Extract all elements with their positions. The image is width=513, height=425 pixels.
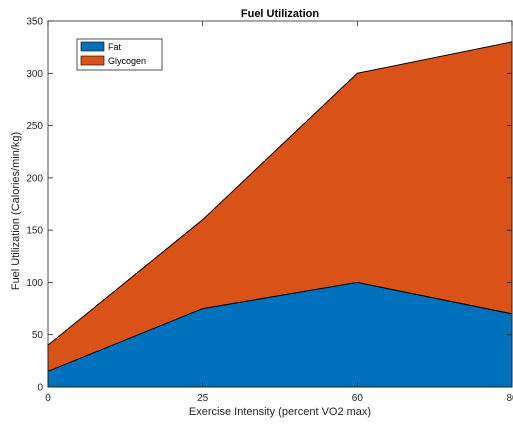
- y-tick-label-150: 150: [26, 226, 43, 237]
- areas-layer: [47, 41, 513, 388]
- plot-box: [47, 20, 513, 388]
- x-tick-label-25: 25: [197, 393, 209, 404]
- chart-title: Fuel Utilization: [241, 8, 320, 20]
- legend-label-fat: Fat: [108, 42, 122, 52]
- x-tick-label-0: 0: [45, 393, 51, 404]
- y-tick-label-250: 250: [26, 121, 43, 132]
- legend-swatch-fat: [80, 41, 105, 52]
- y-tick-label-100: 100: [26, 278, 43, 289]
- y-tick-label-50: 50: [32, 330, 44, 341]
- x-axis-label: Exercise Intensity (percent VO2 max): [189, 406, 371, 418]
- y-tick-label-350: 350: [26, 17, 43, 28]
- legend: Fat Glycogen: [76, 38, 163, 71]
- x-tick-label-60: 60: [352, 393, 364, 404]
- legend-label-glycogen: Glycogen: [108, 56, 146, 66]
- axes-layer: 0 50 100 150 200 250 300 350 0 25 60 80: [26, 17, 513, 405]
- x-tick-label-80: 80: [506, 393, 513, 404]
- y-tick-label-300: 300: [26, 69, 43, 80]
- y-axis-label: Fuel Utilization (Calories/min/kg): [10, 132, 22, 290]
- y-tick-label-0: 0: [37, 383, 43, 394]
- y-tick-label-200: 200: [26, 173, 43, 184]
- legend-swatch-glycogen: [80, 55, 105, 66]
